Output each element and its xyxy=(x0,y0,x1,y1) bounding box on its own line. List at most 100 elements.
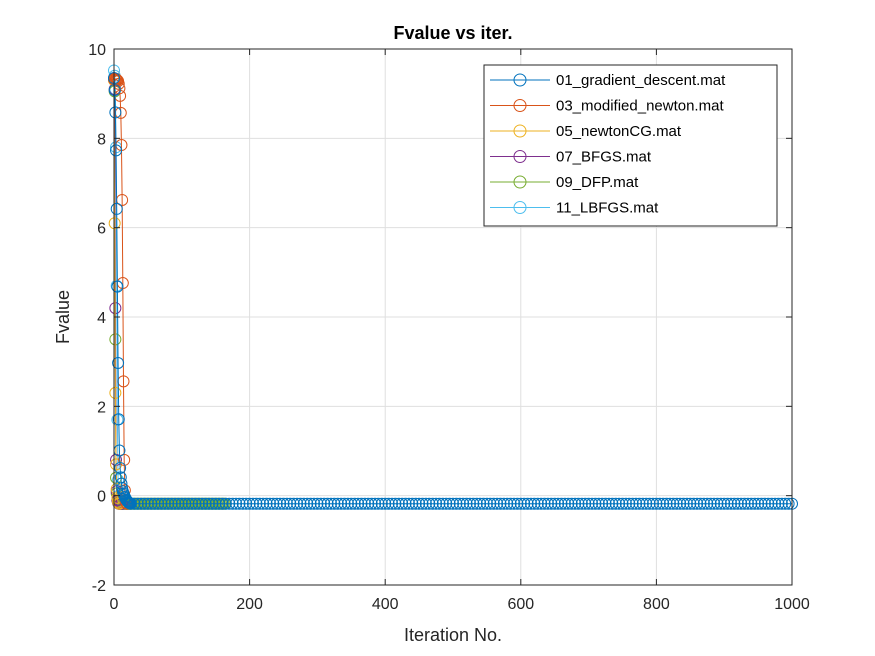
data-point xyxy=(392,497,405,510)
data-point xyxy=(467,497,480,510)
data-point xyxy=(236,497,249,510)
data-point xyxy=(284,497,297,510)
data-point xyxy=(199,497,212,510)
y-tick-label: 8 xyxy=(97,131,106,148)
data-point xyxy=(443,497,456,510)
data-point xyxy=(426,497,439,510)
data-point xyxy=(436,497,449,510)
data-point xyxy=(623,497,636,510)
data-point xyxy=(109,386,122,399)
data-point xyxy=(301,497,314,510)
data-point xyxy=(596,497,609,510)
data-point xyxy=(687,497,700,510)
data-point xyxy=(558,497,571,510)
data-point xyxy=(158,497,171,510)
legend-entry: 03_modified_newton.mat xyxy=(490,98,724,115)
data-point xyxy=(674,497,687,510)
data-point xyxy=(680,497,693,510)
data-point xyxy=(748,497,761,510)
data-point xyxy=(599,497,612,510)
data-point xyxy=(755,497,768,510)
data-point xyxy=(362,497,375,510)
data-point xyxy=(650,497,663,510)
data-point xyxy=(179,497,192,510)
data-point xyxy=(613,497,626,510)
x-tick-label: 600 xyxy=(507,596,534,613)
data-point xyxy=(724,497,737,510)
y-tick-label: 10 xyxy=(88,42,106,59)
data-point xyxy=(585,497,598,510)
data-point xyxy=(389,497,402,510)
data-point xyxy=(219,497,232,510)
data-point xyxy=(579,497,592,510)
legend-marker xyxy=(513,175,527,189)
data-point xyxy=(447,497,459,510)
data-point xyxy=(762,497,775,510)
data-point xyxy=(385,497,398,510)
data-point xyxy=(202,497,215,510)
data-point xyxy=(491,497,504,510)
data-point xyxy=(369,497,382,510)
data-point xyxy=(308,497,321,510)
data-point xyxy=(250,497,263,510)
data-point xyxy=(779,497,792,510)
data-point xyxy=(226,497,239,510)
data-point xyxy=(409,497,422,510)
data-point xyxy=(206,497,219,510)
data-point xyxy=(545,497,558,510)
data-point xyxy=(721,497,734,510)
data-point xyxy=(494,497,507,510)
data-point xyxy=(663,497,676,510)
data-point xyxy=(267,497,280,510)
data-point xyxy=(602,497,615,510)
x-tick-label: 1000 xyxy=(774,596,810,613)
data-point xyxy=(402,497,415,510)
data-point xyxy=(430,497,443,510)
data-point xyxy=(263,497,276,510)
data-point xyxy=(524,497,537,510)
x-tick-label: 800 xyxy=(643,596,670,613)
data-point xyxy=(731,497,744,510)
y-tick-label: 4 xyxy=(97,310,106,327)
legend-label: 09_DFP.mat xyxy=(556,174,639,191)
data-point xyxy=(758,497,771,510)
legend-marker xyxy=(513,201,527,214)
data-point xyxy=(120,494,133,507)
data-point xyxy=(379,497,392,510)
data-point xyxy=(772,497,785,510)
x-axis-title: Iteration No. xyxy=(404,625,502,645)
legend-entry: 01_gradient_descent.mat xyxy=(490,72,726,89)
data-point xyxy=(243,497,256,510)
y-tick-label: 2 xyxy=(97,399,106,416)
data-point xyxy=(348,497,361,510)
data-point xyxy=(697,497,710,510)
data-point xyxy=(155,497,168,510)
legend-entry: 05_newtonCG.mat xyxy=(490,123,682,140)
data-point xyxy=(304,497,317,510)
data-point xyxy=(752,497,765,510)
x-tick-label: 0 xyxy=(110,596,119,613)
legend-label: 07_BFGS.mat xyxy=(556,149,652,166)
data-point xyxy=(240,497,253,510)
data-point xyxy=(399,497,412,510)
data-point xyxy=(108,217,121,230)
data-point xyxy=(769,497,782,510)
data-point xyxy=(626,497,639,510)
data-point xyxy=(511,497,524,510)
data-point xyxy=(548,497,561,510)
data-point xyxy=(477,497,490,510)
data-point xyxy=(738,497,751,510)
data-point xyxy=(562,497,575,510)
data-point xyxy=(528,497,541,510)
data-point xyxy=(246,497,259,510)
data-point xyxy=(589,497,602,510)
data-point xyxy=(145,497,158,510)
data-point xyxy=(423,497,436,510)
x-tick-label: 400 xyxy=(372,596,399,613)
data-point xyxy=(711,497,724,510)
legend: 01_gradient_descent.mat 03_modified_newto… xyxy=(483,64,778,227)
legend-marker xyxy=(513,99,527,112)
data-point xyxy=(660,497,673,510)
data-point xyxy=(124,497,137,510)
